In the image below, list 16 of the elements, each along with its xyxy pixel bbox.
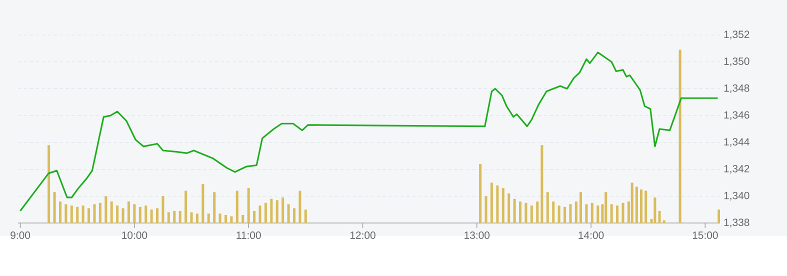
- y-tick-label: 1,344: [724, 138, 750, 147]
- x-tick-label: 9:00: [10, 232, 30, 239]
- x-tick-label: 13:00: [464, 232, 490, 239]
- line-series: [19, 52, 719, 212]
- x-tick-label: 15:00: [692, 232, 718, 239]
- x-tick-label: 14:00: [578, 232, 604, 239]
- x-tick-label: 10:00: [122, 232, 148, 239]
- y-tick-label: 1,350: [724, 58, 750, 66]
- y-tick-label: 1,338: [724, 218, 750, 228]
- y-tick-label: 1,346: [724, 111, 750, 120]
- x-tick-label: 12:00: [350, 232, 376, 239]
- x-tick-label: 11:00: [236, 232, 261, 239]
- y-tick-label: 1,352: [724, 30, 750, 40]
- y-tick-label: 1,340: [724, 192, 750, 200]
- y-tick-label: 1,342: [724, 164, 750, 174]
- y-tick-label: 1,348: [724, 84, 750, 94]
